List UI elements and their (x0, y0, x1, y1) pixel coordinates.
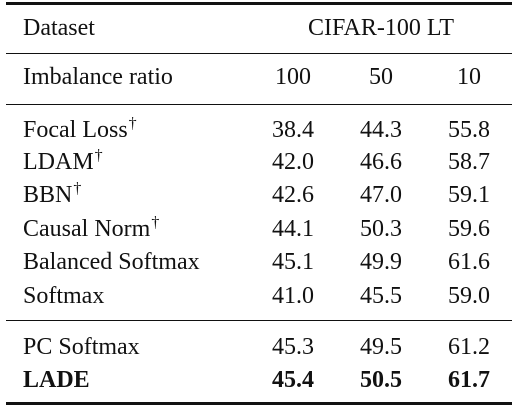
value-cell: 55.8 (448, 117, 490, 143)
value-cell: 50.5 (360, 367, 402, 393)
value-cell: 49.5 (360, 334, 402, 360)
ratio-10: 10 (457, 64, 481, 90)
value-cell: 59.6 (448, 216, 490, 242)
value-cell: 61.2 (448, 334, 490, 360)
value-cell: 44.1 (272, 216, 314, 242)
value-cell: 45.5 (360, 283, 402, 309)
table-row: Balanced Softmax 45.1 49.9 61.6 (0, 244, 519, 280)
table-row: BBN† 42.6 47.0 59.1 (0, 177, 519, 213)
value-cell: 49.9 (360, 249, 402, 275)
value-cell: 45.3 (272, 334, 314, 360)
value-cell: 47.0 (360, 182, 402, 208)
table-row: Focal Loss† 38.4 44.3 55.8 (0, 112, 519, 148)
value-cell: 59.1 (448, 182, 490, 208)
dagger-mark: † (94, 147, 103, 164)
value-cell: 59.0 (448, 283, 490, 309)
ratio-50: 50 (369, 64, 393, 90)
method-name: LADE (23, 367, 90, 393)
dagger-mark: † (73, 180, 82, 197)
dagger-mark: † (128, 115, 137, 132)
method-name: Causal Norm† (23, 214, 160, 242)
table-row: PC Softmax 45.3 49.5 61.2 (0, 329, 519, 365)
section-rule (6, 320, 512, 322)
ratio-header-row: Imbalance ratio 100 50 10 (0, 59, 519, 95)
table-row: Causal Norm† 44.1 50.3 59.6 (0, 211, 519, 247)
value-cell: 41.0 (272, 283, 314, 309)
value-cell: 50.3 (360, 216, 402, 242)
dagger-mark: † (151, 214, 160, 231)
method-name: Balanced Softmax (23, 249, 200, 275)
ratio-label: Imbalance ratio (23, 64, 173, 90)
top-rule (6, 2, 512, 5)
value-cell: 38.4 (272, 117, 314, 143)
method-name: Focal Loss† (23, 115, 137, 143)
table-row-best: LADE 45.4 50.5 61.7 (0, 362, 519, 398)
value-cell: 46.6 (360, 149, 402, 175)
table-row: LDAM† 42.0 46.6 58.7 (0, 144, 519, 180)
value-cell: 42.0 (272, 149, 314, 175)
table-row: Softmax 41.0 45.5 59.0 (0, 278, 519, 314)
value-cell: 61.6 (448, 249, 490, 275)
method-name: PC Softmax (23, 334, 140, 360)
method-name: LDAM† (23, 147, 103, 175)
value-cell: 44.3 (360, 117, 402, 143)
value-cell: 45.4 (272, 367, 314, 393)
value-cell: 58.7 (448, 149, 490, 175)
ratio-100: 100 (275, 64, 311, 90)
subheader-rule (6, 104, 512, 106)
method-name: Softmax (23, 283, 105, 309)
method-name: BBN† (23, 180, 82, 208)
dataset-value: CIFAR-100 LT (307, 15, 454, 41)
dataset-label: Dataset (23, 15, 95, 41)
bottom-rule (6, 402, 512, 405)
value-cell: 61.7 (448, 367, 490, 393)
dataset-header-row: Dataset CIFAR-100 LT (0, 10, 519, 46)
value-cell: 45.1 (272, 249, 314, 275)
header-rule (6, 53, 512, 55)
value-cell: 42.6 (272, 182, 314, 208)
